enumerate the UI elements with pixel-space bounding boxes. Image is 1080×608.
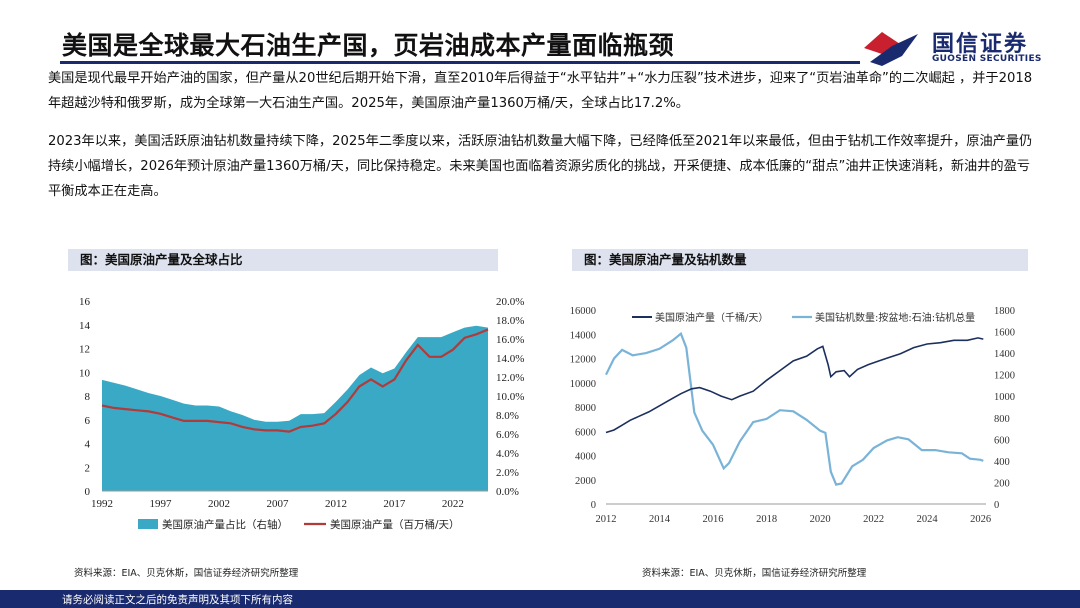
left-y-tick-label: 8000 — [575, 403, 596, 414]
page-title: 美国是全球最大石油生产国，页岩油成本产量面临瓶颈 — [62, 31, 675, 60]
left-y-tick-label: 6 — [85, 415, 91, 427]
right-chart-title: 图：美国原油产量及钻机数量 — [572, 249, 1028, 271]
legend-label-share: 美国原油产量占比（右轴） — [162, 518, 288, 531]
x-tick-label: 2012 — [325, 498, 347, 510]
left-y-tick-label: 10 — [79, 367, 91, 379]
x-tick-label: 1997 — [149, 498, 172, 510]
right-y-tick-label: 4.0% — [496, 448, 519, 460]
left-y-tick-label: 16 — [79, 296, 91, 308]
series-line-rigcount — [605, 331, 984, 486]
company-logo: 国信证券 GUOSEN SECURITIES — [862, 26, 1062, 70]
right-y-tick-label: 800 — [994, 414, 1010, 425]
right-y-tick-label: 1000 — [994, 392, 1015, 403]
x-tick-label: 2022 — [442, 498, 464, 510]
legend-swatch-share — [138, 519, 158, 529]
logo-mark-icon — [864, 32, 918, 66]
right-y-tick-label: 14.0% — [496, 353, 524, 365]
right-y-tick-label: 1800 — [994, 306, 1015, 317]
right-y-tick-label: 0.0% — [496, 486, 519, 498]
left-y-tick-label: 12 — [79, 344, 90, 356]
left-y-tick-label: 2 — [85, 462, 91, 474]
right-y-tick-label: 20.0% — [496, 296, 524, 308]
x-tick-label: 2018 — [756, 514, 777, 525]
x-tick-label: 2026 — [970, 514, 991, 525]
left-y-tick-label: 14000 — [570, 330, 596, 341]
left-chart-title: 图：美国原油产量及全球占比 — [68, 249, 498, 271]
right-y-tick-label: 16.0% — [496, 334, 524, 346]
right-y-tick-label: 200 — [994, 478, 1010, 489]
x-tick-label: 1992 — [91, 498, 113, 510]
left-y-tick-label: 2000 — [575, 476, 596, 487]
x-tick-label: 2007 — [266, 498, 289, 510]
left-y-tick-label: 6000 — [575, 427, 596, 438]
x-tick-label: 2014 — [649, 514, 671, 525]
right-y-tick-label: 18.0% — [496, 315, 524, 327]
left-y-tick-label: 10000 — [570, 379, 596, 390]
left-y-tick-label: 16000 — [570, 306, 596, 317]
right-y-tick-label: 6.0% — [496, 429, 519, 441]
x-tick-label: 2022 — [863, 514, 884, 525]
x-tick-label: 2017 — [383, 498, 406, 510]
x-tick-label: 2012 — [596, 514, 617, 525]
right-y-tick-label: 1400 — [994, 349, 1015, 360]
x-tick-label: 2024 — [917, 514, 939, 525]
series-line-production — [605, 337, 984, 434]
series-area-share — [102, 325, 488, 491]
series-line-production — [101, 328, 489, 433]
left-y-tick-label: 0 — [85, 486, 91, 498]
x-tick-label: 2002 — [208, 498, 230, 510]
right-y-tick-label: 1200 — [994, 371, 1015, 382]
logo-text-en: GUOSEN SECURITIES — [932, 54, 1042, 64]
right-y-tick-label: 400 — [994, 457, 1010, 468]
x-tick-label: 2020 — [810, 514, 831, 525]
left-chart: 0 2 4 6 8 10 12 14 16 0.0% 2.0% 4.0% 6.0% 8.0% 10.0% 12… — [79, 296, 524, 531]
x-tick-label: 2016 — [703, 514, 724, 525]
right-y-tick-label: 1600 — [994, 328, 1015, 339]
right-y-tick-label: 600 — [994, 435, 1010, 446]
legend-label-production: 美国原油产量（千桶/天） — [655, 311, 768, 324]
left-y-tick-label: 0 — [591, 500, 596, 511]
paragraph-intro: 美国是现代最早开始产油的国家，但产量从20世纪后期开始下滑，直至2010年后得益… — [48, 71, 1033, 111]
right-source-note: 资料来源：EIA、贝克休斯，国信证券经济研究所整理 — [642, 568, 867, 579]
left-y-tick-label: 4 — [85, 439, 91, 451]
left-y-tick-label: 8 — [85, 391, 91, 403]
legend-label-rigcount: 美国钻机数量:按盆地:石油:钻机总量 — [815, 311, 975, 324]
right-y-tick-label: 10.0% — [496, 391, 524, 403]
logo-text-cn: 国信证券 — [932, 32, 1029, 57]
left-y-tick-label: 12000 — [570, 355, 596, 366]
right-y-tick-label: 8.0% — [496, 410, 519, 422]
title-underline — [60, 61, 860, 64]
right-y-tick-label: 0 — [994, 500, 999, 511]
paragraph-analysis: 2023年以来，美国活跃原油钻机数量持续下降，2025年二季度以来，活跃原油钻机… — [48, 134, 1033, 199]
right-y-tick-label: 12.0% — [496, 372, 524, 384]
footer-disclaimer: 请务必阅读正文之后的免责声明及其项下所有内容 — [62, 594, 293, 606]
legend-label-production: 美国原油产量（百万桶/天） — [330, 518, 460, 531]
left-y-tick-label: 14 — [79, 320, 91, 332]
footer-bar: 请务必阅读正文之后的免责声明及其项下所有内容 — [0, 590, 1080, 608]
right-chart: 0200040006000800010000120001400016000020… — [570, 306, 1015, 525]
right-y-tick-label: 2.0% — [496, 467, 519, 479]
left-y-tick-label: 4000 — [575, 452, 596, 463]
left-source-note: 资料来源：EIA、贝克休斯，国信证券经济研究所整理 — [74, 568, 299, 579]
